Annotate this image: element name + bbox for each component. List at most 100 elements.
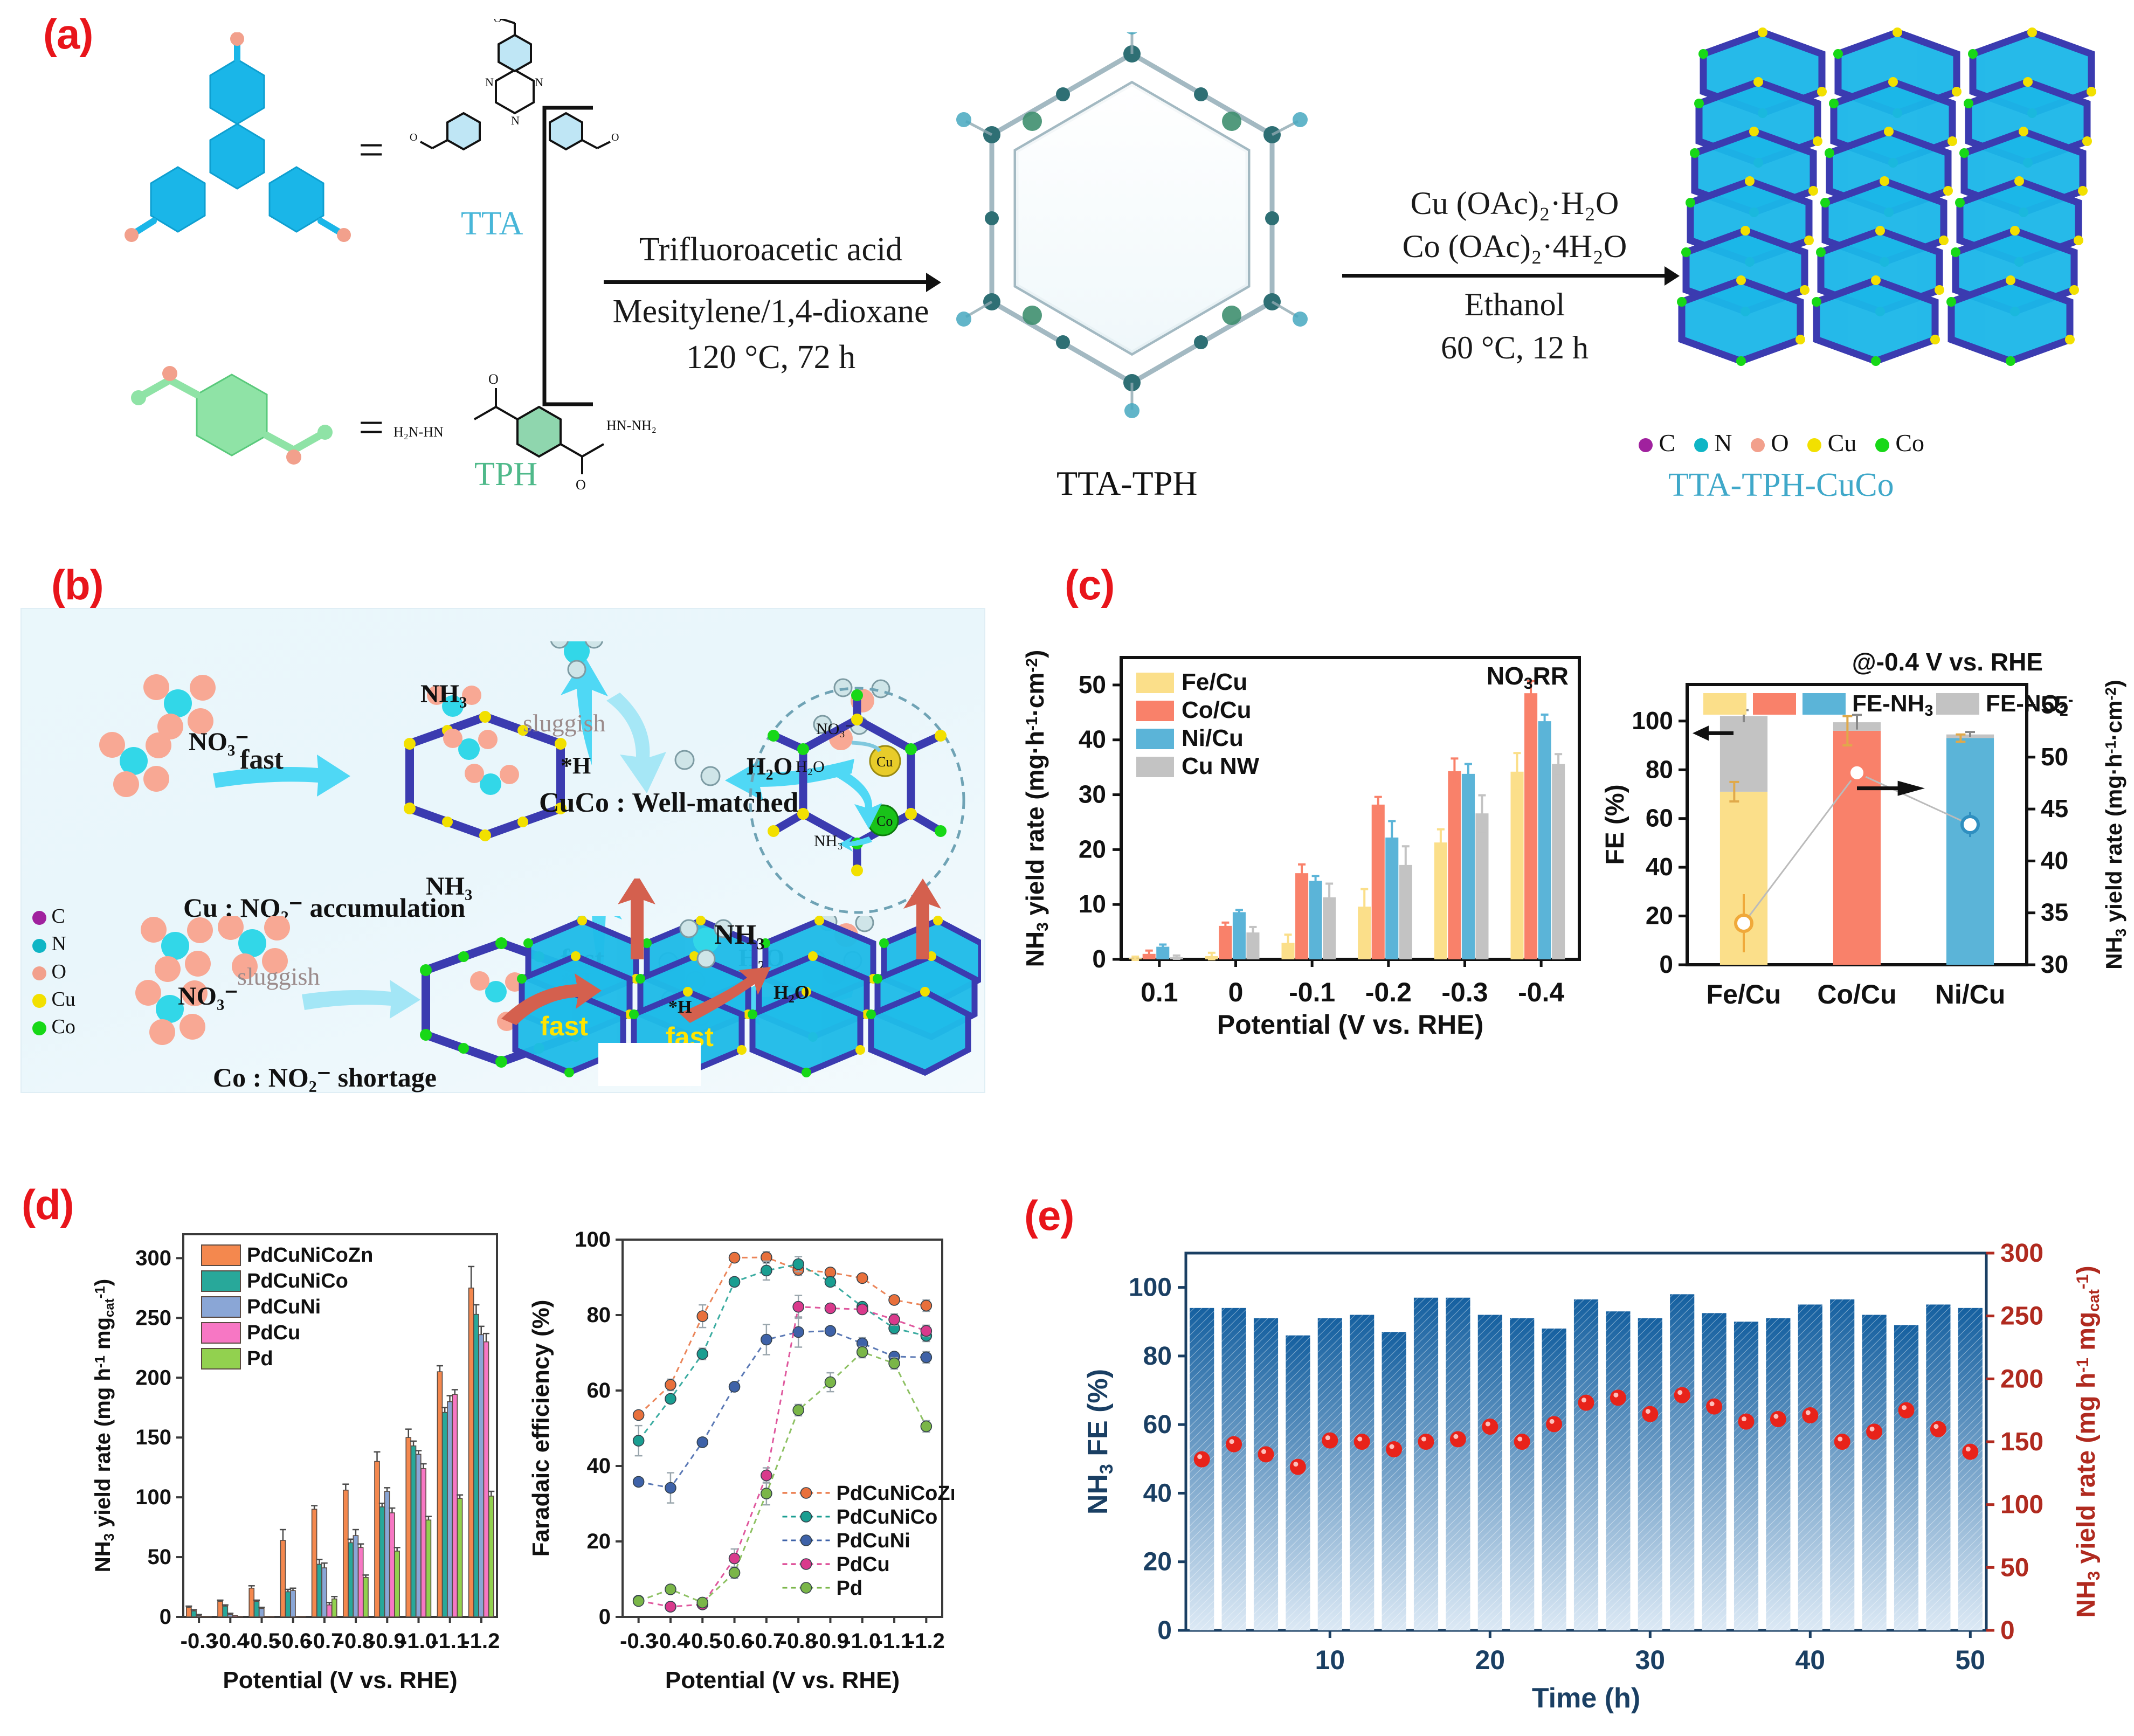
legend-item-O: O (1750, 429, 1789, 457)
yield-marker-e-21 (1866, 1423, 1883, 1440)
svg-text:-0.3: -0.3 (181, 1629, 218, 1653)
svg-text:20: 20 (587, 1530, 611, 1553)
yield-marker-e-14 (1642, 1406, 1659, 1422)
svg-text:N: N (511, 114, 520, 127)
svg-text:@-0.4 V vs. RHE: @-0.4 V vs. RHE (1852, 648, 2043, 676)
bar-PdCuNiCoZn-6 (374, 1461, 380, 1617)
legend-item-Co: Co (1875, 429, 1924, 457)
reagent2-line3: Ethanol (1464, 287, 1565, 322)
svg-text:80: 80 (1646, 755, 1673, 783)
svg-text:O: O (488, 371, 499, 387)
line-PdCuNi (638, 1330, 927, 1489)
bar-PdCu-5 (357, 1547, 364, 1617)
legend-marker-dr-2 (800, 1534, 812, 1546)
bar-PdCuNi-0 (196, 1615, 202, 1617)
bar-FeCu-4 (1434, 842, 1447, 959)
point-PdCuNi-5 (792, 1326, 804, 1338)
yield-marker-e-0 (1193, 1451, 1210, 1468)
sheet-nh3-molecule (679, 919, 733, 969)
svg-text:-0.2: -0.2 (1365, 977, 1412, 1007)
bar-PdCuNiCoZn-2 (248, 1587, 255, 1617)
inset-site-co-label: Co (876, 813, 893, 829)
legend-marker-dr-4 (800, 1582, 812, 1594)
yield-marker-e-3 (1289, 1458, 1306, 1475)
yield-marker-e-4 (1322, 1432, 1338, 1449)
yield-marker-e-9 (1482, 1419, 1498, 1435)
svg-text:Pd: Pd (837, 1577, 863, 1600)
svg-text:35: 35 (2041, 898, 2068, 926)
equals-sign-tta: = (358, 125, 384, 175)
point-PdCuNi-9 (920, 1351, 933, 1364)
chart-c-left: 0 10 20 30 40 50 0.1 0 -0.1 -0.2 -0.3 -0.4 Fe/Cu Co/C… (1013, 636, 1596, 1046)
bar-PdCu-4 (326, 1604, 333, 1617)
svg-text:-0.8: -0.8 (780, 1629, 817, 1653)
point-PdCuNi-1 (665, 1482, 676, 1494)
svg-text:80: 80 (587, 1303, 611, 1327)
point-Pd-2 (696, 1596, 709, 1609)
point-PdCuNiCoZn-8 (888, 1294, 900, 1306)
svg-text:Potential (V vs. RHE): Potential (V vs. RHE) (1217, 1009, 1484, 1040)
svg-text:-0.6: -0.6 (274, 1629, 312, 1653)
point-PdCuNi-6 (824, 1325, 837, 1337)
svg-text:50: 50 (148, 1545, 172, 1569)
reaction-arrow-2 (1342, 266, 1680, 286)
reagent2-line4: 60 °C, 12 h (1440, 330, 1589, 365)
svg-text:-0.9: -0.9 (812, 1629, 849, 1653)
svg-text:-0.5: -0.5 (243, 1629, 280, 1653)
bar-Pd-3 (300, 1616, 306, 1617)
bar-CoCu-5 (1524, 693, 1538, 959)
inset-water-label: H₂O (796, 758, 825, 776)
svg-text:PdCuNi: PdCuNi (247, 1296, 321, 1318)
svg-text:FE-NO2-: FE-NO2- (1986, 690, 2073, 720)
yield-marker-e-17 (1738, 1413, 1755, 1430)
point-Pd-9 (920, 1420, 933, 1433)
svg-text:10: 10 (1315, 1645, 1345, 1675)
line-PdCu (638, 1306, 927, 1608)
panel-b: NO₃⁻ fast NH₃ sluggish *H H₂O Cu : NO₂⁻ … (20, 608, 985, 1093)
cuco-inset-diagram: Cu Co NO₃⁻ H₂O NH₃ (749, 687, 965, 914)
svg-text:30: 30 (1079, 780, 1106, 808)
yield-marker-e-19 (1802, 1407, 1819, 1423)
svg-text:-1.1: -1.1 (876, 1629, 913, 1653)
bar-PdCuNiCo-2 (253, 1601, 260, 1617)
panel-c-label: (c) (1065, 561, 1115, 608)
svg-text:100: 100 (575, 1228, 611, 1251)
point-PdCuNiCo-4 (761, 1264, 772, 1277)
point-PdCuNiCo-5 (792, 1258, 804, 1270)
svg-text:40: 40 (1079, 725, 1106, 753)
yield-marker-e-20 (1834, 1434, 1850, 1450)
svg-text:PdCu: PdCu (837, 1553, 890, 1576)
tta-tph-cof-structure (956, 32, 1308, 418)
svg-text:O: O (576, 477, 586, 493)
bar-Pd-0 (206, 1616, 212, 1617)
svg-text:300: 300 (135, 1246, 171, 1270)
yield-marker-e-24 (1962, 1443, 1979, 1460)
inset-nitrate-label: NO₃⁻ (816, 720, 854, 738)
svg-text:10: 10 (1079, 890, 1106, 918)
svg-text:Time (h): Time (h) (1532, 1683, 1640, 1714)
yield-marker-e-18 (1770, 1411, 1786, 1427)
yield-marker-e-13 (1610, 1389, 1626, 1406)
tta-cartoon-structure (125, 32, 351, 242)
svg-text:-1.0: -1.0 (844, 1629, 881, 1653)
top-route-reactant: NO₃⁻ (189, 728, 249, 756)
legend-swatch-1 (1136, 701, 1174, 721)
svg-text:100: 100 (1129, 1274, 1172, 1302)
point-PdCuNiCoZn-0 (632, 1409, 645, 1421)
svg-text:40: 40 (587, 1454, 611, 1478)
svg-text:Cu NW: Cu NW (1182, 753, 1260, 779)
bar-PdCuNiCo-1 (222, 1606, 229, 1617)
point-PdCuNiCoZn-9 (920, 1299, 933, 1312)
legend-swatch-d-4 (201, 1348, 241, 1370)
svg-text:250: 250 (135, 1306, 171, 1330)
bar-PdCuNiCo-8 (441, 1412, 448, 1617)
bar-CoCu-3 (1371, 804, 1385, 959)
svg-text:Co/Cu: Co/Cu (1182, 697, 1252, 723)
point-Pd-1 (665, 1583, 676, 1595)
chart-e: 0 20 40 60 80 100 0 50 100 150 200 250 300 10 20 30 40 50… (1073, 1223, 2113, 1725)
svg-text:0: 0 (1659, 950, 1673, 978)
panel-b-label: (b) (51, 561, 104, 608)
panel-d-label: (d) (22, 1181, 74, 1228)
bar-NiCu-5 (1538, 721, 1551, 959)
atom-legend-a: C N O Cu Co (1639, 428, 2113, 457)
